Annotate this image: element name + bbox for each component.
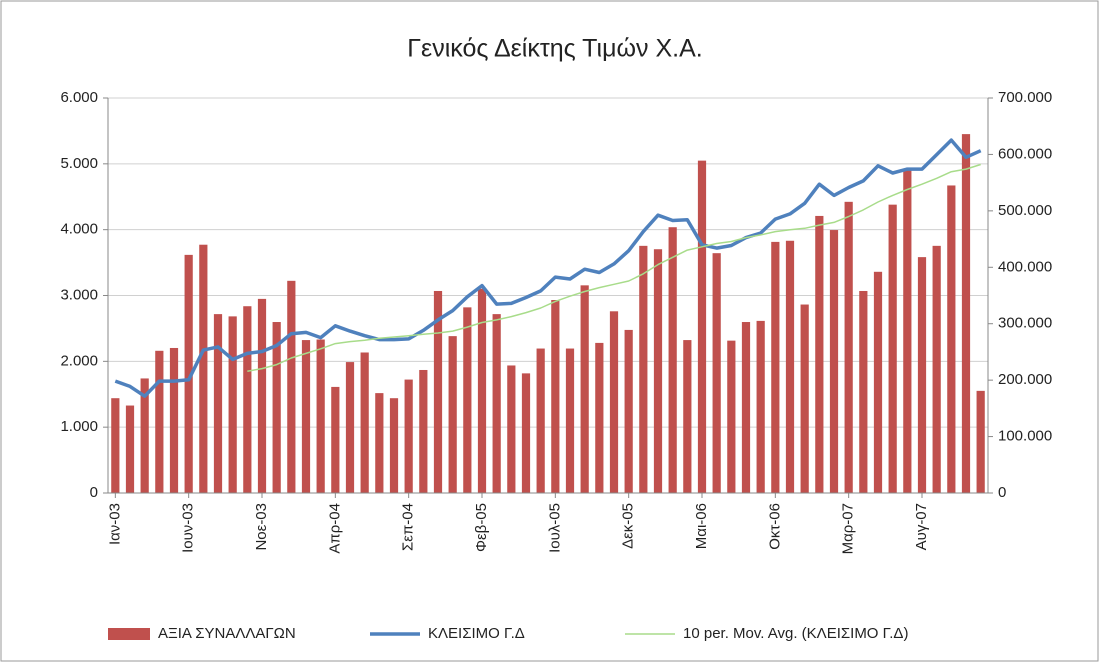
y2-tick-label: 500.000 xyxy=(998,202,1052,219)
bar xyxy=(360,352,369,493)
bar xyxy=(375,393,384,493)
bar xyxy=(903,169,912,493)
x-tick-label: Οκτ-06 xyxy=(766,503,783,550)
bar xyxy=(507,365,516,493)
y2-tick-label: 0 xyxy=(998,484,1006,501)
bar xyxy=(609,311,619,493)
bar xyxy=(389,398,399,493)
bar xyxy=(243,306,252,493)
bar xyxy=(433,290,443,493)
y-tick-label: 4.000 xyxy=(60,221,98,238)
bar xyxy=(492,314,501,493)
y-tick-label: 2.000 xyxy=(60,352,98,369)
x-tick-label: Φεβ-05 xyxy=(473,503,490,552)
bar xyxy=(595,342,604,493)
bar xyxy=(257,298,267,493)
x-tick-label: Ιουν-03 xyxy=(180,503,197,553)
bar xyxy=(712,253,721,493)
bar xyxy=(976,390,985,493)
x-tick-label: Απρ-04 xyxy=(326,503,343,554)
y2-tick-label: 300.000 xyxy=(998,315,1052,332)
bar xyxy=(551,300,560,493)
bar xyxy=(228,316,237,493)
bar xyxy=(287,280,296,493)
x-tick-label: Σεπ-04 xyxy=(400,503,417,551)
y2-tick-label: 100.000 xyxy=(998,428,1052,445)
chart-title: Γενικός Δείκτης Τιμών Χ.Α. xyxy=(407,35,702,63)
bar xyxy=(580,285,589,493)
bar xyxy=(844,201,853,494)
line xyxy=(247,163,981,372)
bar xyxy=(800,304,809,493)
bar xyxy=(111,398,120,493)
y-tick-label: 5.000 xyxy=(60,155,98,172)
bar xyxy=(213,314,223,493)
y-tick-label: 0 xyxy=(90,484,98,501)
y2-tick-label: 400.000 xyxy=(998,258,1052,275)
bar xyxy=(477,288,487,493)
line xyxy=(114,138,982,398)
bar xyxy=(565,348,575,493)
bar xyxy=(947,185,956,493)
bar xyxy=(463,307,472,493)
bar xyxy=(727,340,736,493)
legend-label: 10 per. Mov. Avg. (ΚΛΕΙΣΙΜΟ Γ.Δ) xyxy=(683,625,908,642)
x-tick-label: Αυγ-07 xyxy=(913,503,930,550)
bar xyxy=(521,373,531,493)
bar xyxy=(272,322,281,493)
bar xyxy=(536,348,545,493)
y2-tick-label: 600.000 xyxy=(998,145,1052,162)
x-tick-label: Ιαν-03 xyxy=(106,503,123,545)
bar xyxy=(125,405,135,493)
bar xyxy=(771,241,780,493)
x-tick-label: Νοε-03 xyxy=(253,503,270,551)
bar xyxy=(932,245,941,493)
legend-label: ΚΛΕΙΣΙΜΟ Γ.Δ xyxy=(428,625,525,642)
bar xyxy=(331,386,340,493)
y2-tick-label: 700.000 xyxy=(998,89,1052,106)
y-tick-label: 6.000 xyxy=(60,89,98,106)
bar xyxy=(741,322,751,493)
bar xyxy=(873,271,883,493)
bar xyxy=(859,290,868,493)
bar xyxy=(756,320,765,493)
bar xyxy=(639,245,648,493)
bar xyxy=(697,160,707,493)
x-tick-label: Μαι-06 xyxy=(693,503,710,549)
bar xyxy=(829,230,839,494)
bar xyxy=(683,340,692,493)
bar xyxy=(785,240,795,493)
bar xyxy=(624,329,633,493)
bar xyxy=(917,257,927,493)
x-tick-label: Δεκ-05 xyxy=(620,503,637,549)
bar xyxy=(199,244,208,493)
x-tick-label: Μαρ-07 xyxy=(840,503,857,554)
bar xyxy=(419,369,428,493)
bar xyxy=(668,227,677,493)
bar xyxy=(404,379,413,493)
bar xyxy=(961,134,971,493)
y-tick-label: 1.000 xyxy=(60,418,98,435)
bar xyxy=(653,249,663,493)
bar xyxy=(184,254,193,493)
bar xyxy=(169,347,179,493)
y2-tick-label: 200.000 xyxy=(998,371,1052,388)
bar xyxy=(888,204,897,493)
y-tick-label: 3.000 xyxy=(60,286,98,303)
bar xyxy=(316,339,325,493)
legend-label: ΑΞΙΑ ΣΥΝΑΛΛΑΓΩΝ xyxy=(158,625,296,642)
bar xyxy=(345,362,355,493)
bar xyxy=(448,336,457,493)
legend-swatch xyxy=(108,628,150,640)
bar xyxy=(815,215,824,493)
x-tick-label: Ιουλ-05 xyxy=(546,503,563,553)
bar xyxy=(155,350,164,493)
bar xyxy=(301,340,311,493)
bar xyxy=(140,378,149,493)
